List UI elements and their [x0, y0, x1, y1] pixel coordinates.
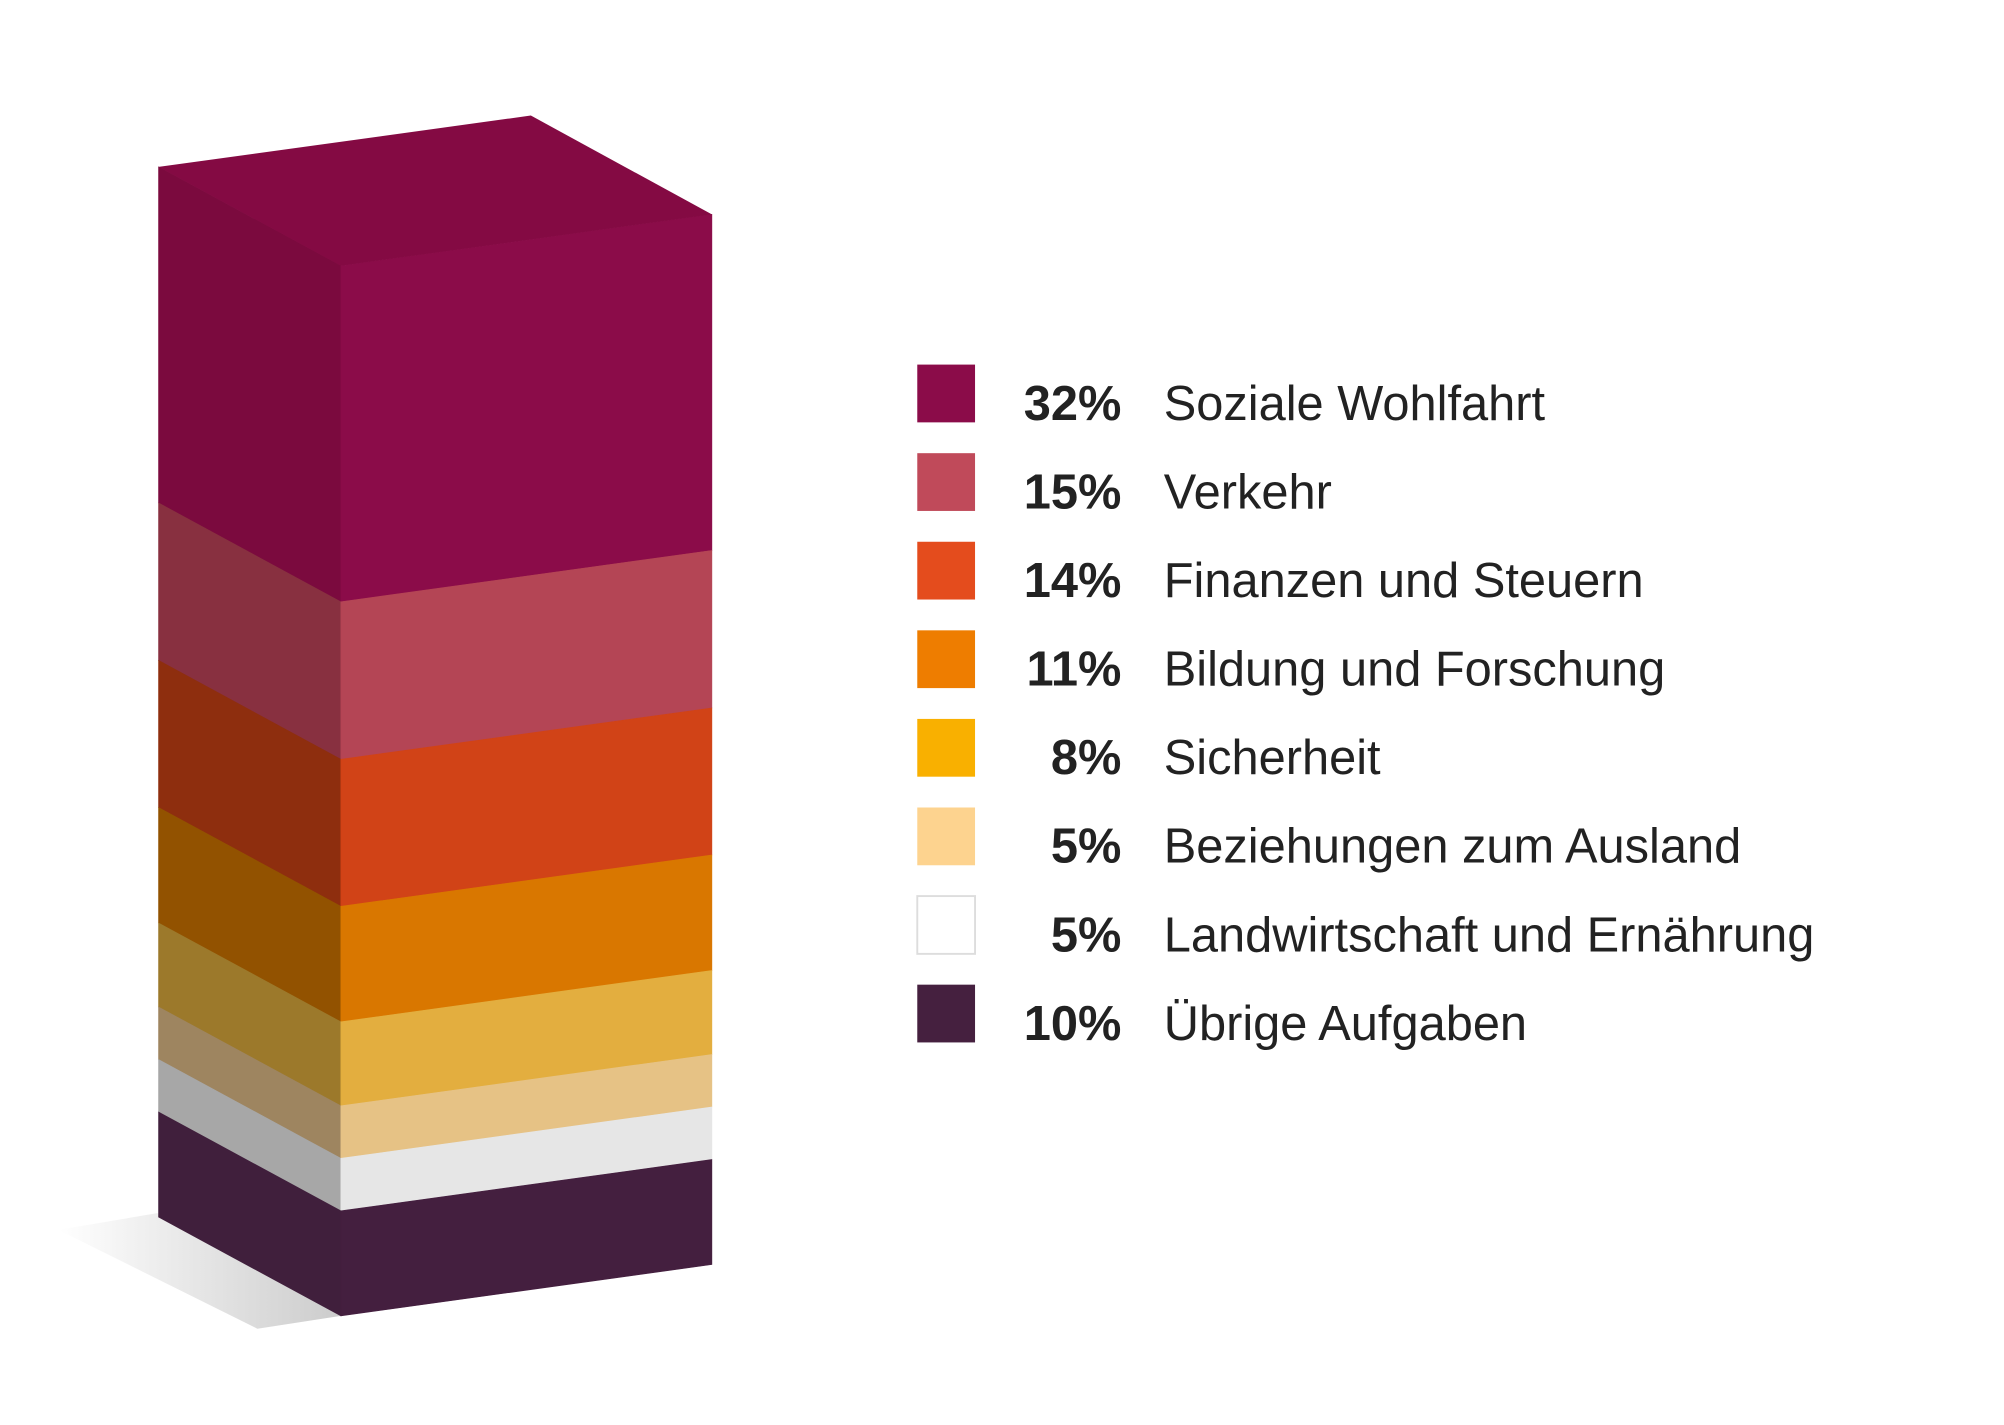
legend-swatch	[917, 984, 976, 1043]
legend-label: Finanzen und Steuern	[1164, 554, 1644, 608]
legend-item: 15% Verkehr	[917, 453, 1332, 519]
legend-swatch	[917, 453, 976, 511]
legend-swatch	[917, 541, 976, 600]
legend-item: 5% Beziehungen zum Ausland	[917, 807, 1741, 874]
legend-swatch	[917, 718, 976, 777]
legend-value: 14%	[1024, 554, 1122, 608]
column-shadow	[58, 1213, 341, 1329]
legend-item: 14% Finanzen und Steuern	[917, 541, 1644, 608]
legend-label: Soziale Wohlfahrt	[1164, 377, 1546, 431]
legend-item: 11% Bildung und Forschung	[917, 630, 1666, 697]
segment-front-7	[340, 1159, 713, 1317]
legend: 32% Soziale Wohlfahrt 15% Verkehr 14% Finanze…	[916, 364, 1815, 1051]
legend-value: 5%	[1051, 908, 1121, 962]
legend-value: 15%	[1024, 465, 1122, 519]
legend-label: Beziehungen zum Ausland	[1164, 820, 1741, 874]
legend-value: 5%	[1051, 820, 1121, 874]
legend-item: 5% Landwirtschaft und Ernährung	[916, 895, 1815, 962]
legend-value: 10%	[1024, 997, 1122, 1051]
legend-value: 32%	[1024, 377, 1122, 431]
legend-value: 8%	[1051, 731, 1121, 785]
legend-item: 8% Sicherheit	[917, 718, 1381, 785]
legend-label: Übrige Aufgaben	[1164, 997, 1527, 1051]
legend-swatch	[917, 364, 976, 423]
legend-value: 11%	[1026, 643, 1121, 697]
segment-front-0	[340, 214, 713, 603]
legend-item: 32% Soziale Wohlfahrt	[917, 364, 1546, 431]
legend-label: Landwirtschaft und Ernährung	[1164, 908, 1815, 962]
legend-item: 10% Übrige Aufgaben	[917, 984, 1527, 1051]
column-top-face	[158, 115, 712, 266]
legend-label: Sicherheit	[1164, 731, 1381, 785]
legend-swatch	[916, 895, 977, 955]
legend-label: Verkehr	[1164, 465, 1332, 519]
legend-label: Bildung und Forschung	[1164, 643, 1666, 697]
legend-swatch	[917, 630, 976, 689]
legend-swatch	[917, 807, 976, 866]
column-segments	[158, 166, 713, 1317]
